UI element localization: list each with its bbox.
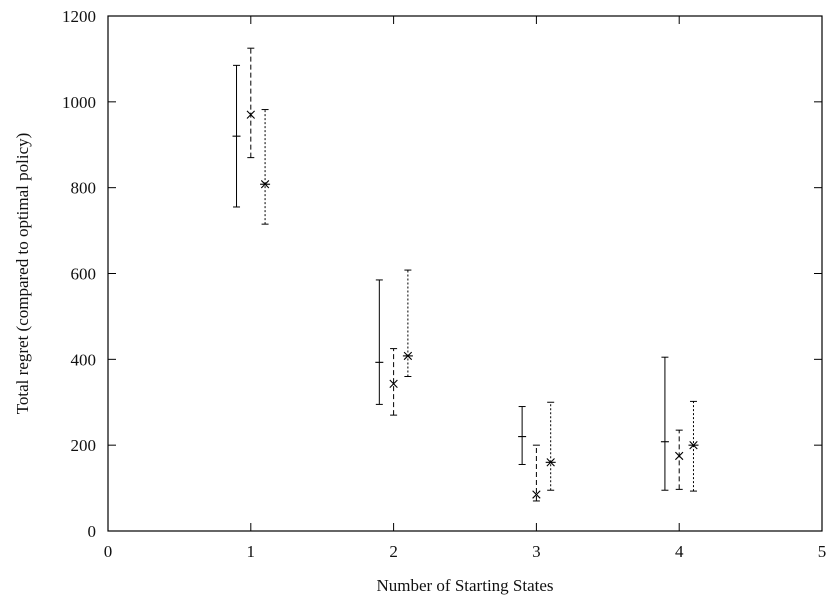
data-point (402, 351, 413, 361)
y-tick-label: 200 (71, 436, 97, 455)
series-layer (232, 47, 699, 502)
x-tick-label: 4 (675, 542, 684, 561)
y-tick-label: 1200 (62, 7, 96, 26)
data-point (389, 379, 398, 388)
plot-frame (107, 15, 823, 532)
y-axis-label: Total regret (compared to optimal policy… (13, 133, 32, 415)
x-axis-label: Number of Starting States (376, 576, 553, 595)
data-point (260, 180, 271, 189)
y-tick-label: 400 (71, 350, 97, 369)
x-tick-label: 0 (104, 542, 113, 561)
tick-labels: 0 1 2 3 4 5 0 200 400 600 800 1000 1200 (62, 7, 826, 561)
x-tick-label: 3 (532, 542, 541, 561)
data-point (246, 110, 255, 119)
x-tick-label: 1 (247, 542, 256, 561)
y-tick-label: 1000 (62, 93, 96, 112)
x-tick-label: 5 (818, 542, 826, 561)
data-point (688, 440, 699, 450)
y-tick-label: 600 (71, 265, 97, 284)
data-point (545, 458, 556, 467)
data-point (532, 490, 541, 499)
axis-ticks (107, 15, 823, 532)
series-3 (260, 109, 699, 492)
series-2 (246, 47, 684, 502)
x-tick-label: 2 (389, 542, 398, 561)
y-tick-label: 0 (88, 522, 97, 541)
data-point (675, 451, 684, 461)
y-tick-label: 800 (71, 179, 97, 198)
series-1 (232, 64, 669, 491)
